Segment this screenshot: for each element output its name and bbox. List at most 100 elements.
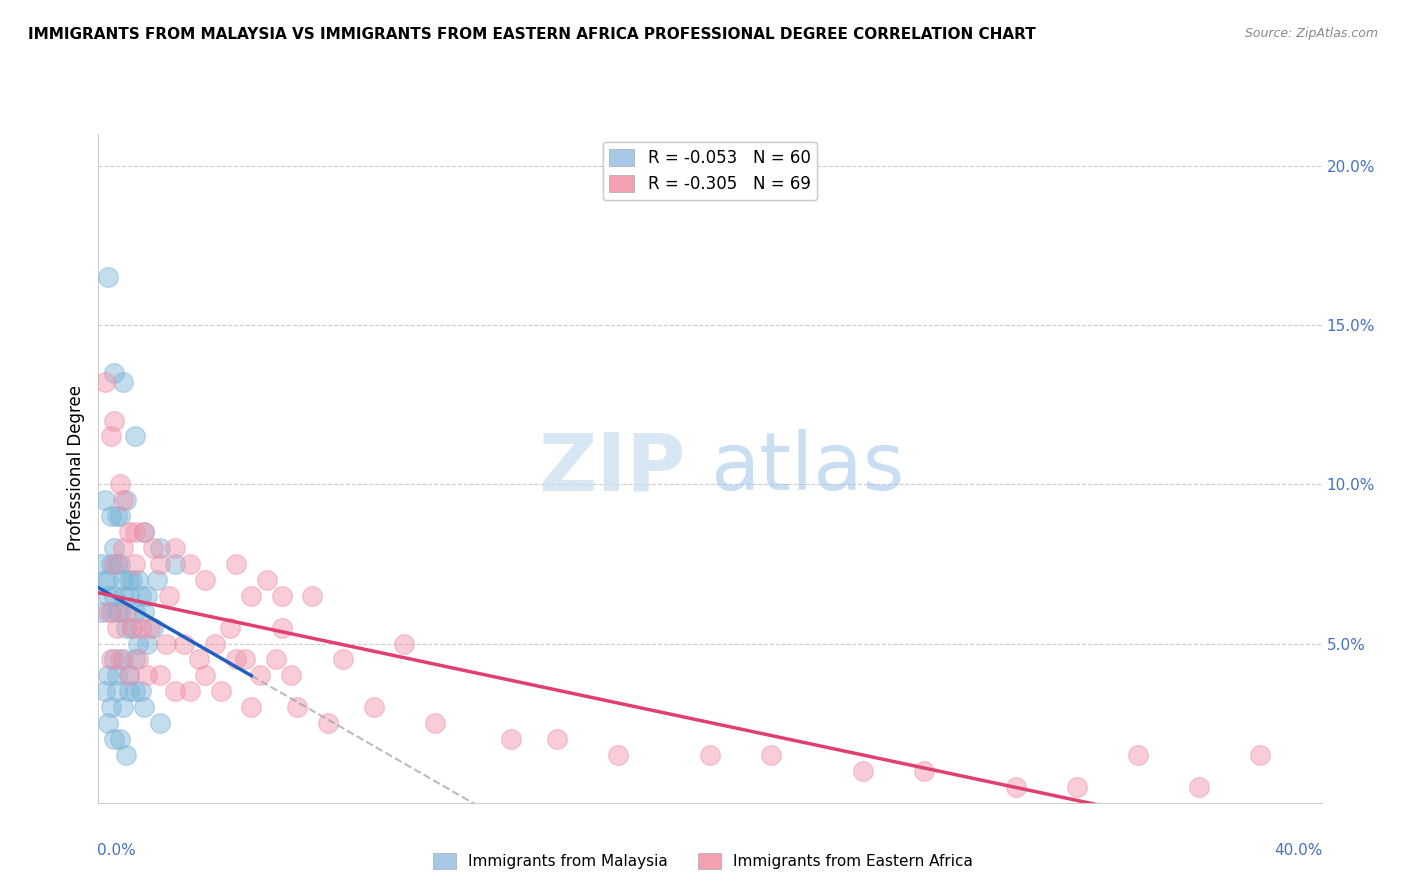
Point <box>118 684 141 698</box>
Point <box>97 270 120 285</box>
Point <box>1188 780 1211 794</box>
Point <box>225 652 247 666</box>
Point <box>129 621 152 635</box>
Point <box>111 573 134 587</box>
Point <box>111 376 134 390</box>
Point <box>108 652 131 666</box>
Point <box>121 621 143 635</box>
Point <box>97 716 120 731</box>
Point <box>111 700 134 714</box>
Point <box>134 524 156 539</box>
Point <box>118 524 141 539</box>
Point <box>103 652 125 666</box>
Text: 0.0%: 0.0% <box>97 843 136 858</box>
Point <box>105 557 128 571</box>
Point <box>118 589 141 603</box>
Point <box>97 589 120 603</box>
Point <box>194 573 217 587</box>
Point <box>699 747 721 762</box>
Point <box>142 621 165 635</box>
Point <box>163 541 186 555</box>
Point <box>105 509 128 524</box>
Text: ZIP: ZIP <box>538 429 686 508</box>
Point <box>108 732 131 747</box>
Point <box>100 700 122 714</box>
Y-axis label: Professional Degree: Professional Degree <box>66 385 84 551</box>
Point <box>97 573 120 587</box>
Point <box>93 493 115 508</box>
Point <box>134 524 156 539</box>
Point <box>108 557 131 571</box>
Point <box>134 605 156 619</box>
Point <box>270 621 294 635</box>
Point <box>129 589 152 603</box>
Point <box>149 716 172 731</box>
Point <box>103 732 125 747</box>
Point <box>124 524 146 539</box>
Point <box>332 652 354 666</box>
Point <box>1250 747 1272 762</box>
Point <box>108 509 131 524</box>
Point <box>93 573 115 587</box>
Point <box>134 700 156 714</box>
Point <box>97 605 120 619</box>
Point <box>157 589 180 603</box>
Point <box>179 557 201 571</box>
Point <box>139 621 162 635</box>
Point <box>100 605 122 619</box>
Point <box>100 429 122 443</box>
Point <box>118 668 141 682</box>
Point <box>105 668 128 682</box>
Point <box>111 652 134 666</box>
Point <box>124 557 146 571</box>
Point <box>103 366 125 380</box>
Point <box>121 573 143 587</box>
Point <box>115 493 138 508</box>
Point <box>127 652 149 666</box>
Point <box>163 684 186 698</box>
Point <box>270 589 294 603</box>
Point <box>852 764 875 778</box>
Point <box>115 605 138 619</box>
Point <box>105 605 128 619</box>
Text: 40.0%: 40.0% <box>1274 843 1323 858</box>
Point <box>761 747 783 762</box>
Text: Source: ZipAtlas.com: Source: ZipAtlas.com <box>1244 27 1378 40</box>
Point <box>105 621 128 635</box>
Point <box>607 747 630 762</box>
Point <box>121 621 143 635</box>
Point <box>501 732 523 747</box>
Point <box>115 747 138 762</box>
Point <box>225 557 247 571</box>
Point <box>145 573 167 587</box>
Point <box>129 684 152 698</box>
Point <box>105 684 128 698</box>
Point <box>155 636 177 650</box>
Point <box>103 541 125 555</box>
Point <box>392 636 416 650</box>
Text: IMMIGRANTS FROM MALAYSIA VS IMMIGRANTS FROM EASTERN AFRICA PROFESSIONAL DEGREE C: IMMIGRANTS FROM MALAYSIA VS IMMIGRANTS F… <box>28 27 1036 42</box>
Point <box>118 573 141 587</box>
Point <box>264 652 287 666</box>
Point <box>100 509 122 524</box>
Point <box>209 684 232 698</box>
Point <box>118 668 141 682</box>
Point <box>233 652 256 666</box>
Point <box>124 605 146 619</box>
Point <box>1128 747 1150 762</box>
Point <box>316 716 339 731</box>
Point <box>108 605 131 619</box>
Point <box>111 541 134 555</box>
Point <box>546 732 568 747</box>
Point <box>1066 780 1088 794</box>
Point <box>97 668 120 682</box>
Legend: R = -0.053   N = 60, R = -0.305   N = 69: R = -0.053 N = 60, R = -0.305 N = 69 <box>603 142 817 200</box>
Point <box>127 573 149 587</box>
Point <box>149 668 172 682</box>
Point <box>93 376 115 390</box>
Point <box>124 652 146 666</box>
Point <box>240 700 263 714</box>
Point <box>108 477 131 491</box>
Point <box>204 636 226 650</box>
Point <box>173 636 195 650</box>
